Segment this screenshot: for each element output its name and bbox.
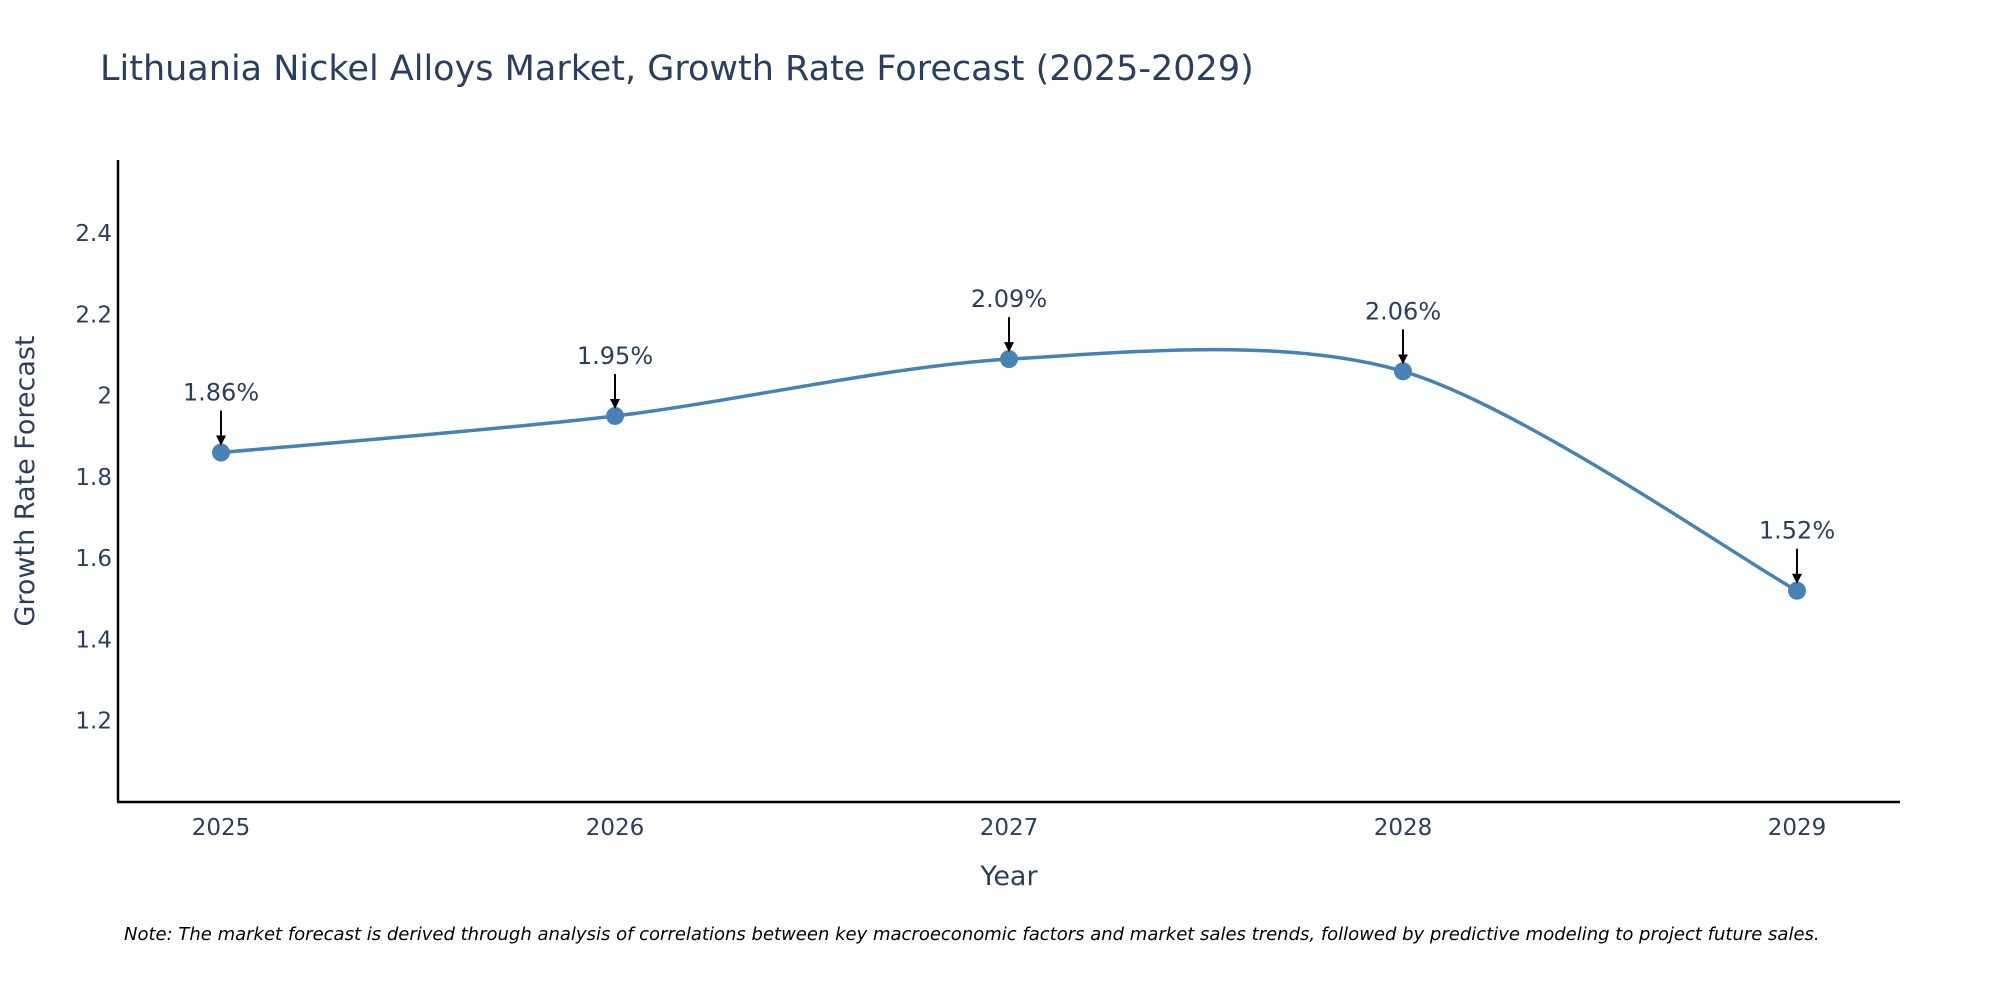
data-point [1000, 350, 1018, 369]
x-tick-label: 2027 [980, 815, 1039, 841]
x-tick-label: 2029 [1768, 815, 1827, 841]
forecast-note: Note: The market forecast is derived thr… [124, 924, 1820, 945]
y-tick-label: 2.2 [75, 302, 112, 328]
data-annotations: 1.86% 1.95% 2.09% 2.06% 1.52% [183, 285, 1835, 584]
y-tick-label: 1.8 [75, 465, 112, 491]
x-axis-title: Year [979, 861, 1038, 892]
y-tick-label: 2 [97, 384, 112, 410]
y-axis-title: Growth Rate Forecast [10, 335, 41, 626]
data-point [212, 443, 230, 462]
data-point-markers [212, 350, 1806, 600]
growth-rate-line [220, 347, 1798, 593]
data-label: 2.09% [971, 285, 1047, 313]
y-tick-label: 1.2 [75, 709, 112, 735]
data-label: 2.06% [1365, 297, 1441, 325]
data-point [606, 406, 624, 425]
y-tick-label: 1.6 [75, 546, 112, 572]
data-label: 1.95% [577, 342, 653, 370]
chart-title: Lithuania Nickel Alloys Market, Growth R… [100, 49, 1254, 89]
y-axis-ticks: 1.2 1.4 1.6 1.8 2 2.2 2.4 [75, 221, 112, 735]
data-label: 1.86% [183, 379, 259, 407]
data-label: 1.52% [1759, 517, 1835, 545]
data-point [1788, 581, 1806, 600]
data-point [1394, 362, 1412, 381]
x-tick-label: 2025 [192, 815, 251, 841]
x-tick-label: 2028 [1374, 815, 1433, 841]
y-tick-label: 2.4 [75, 221, 112, 247]
y-tick-label: 1.4 [75, 627, 112, 653]
x-tick-label: 2026 [586, 815, 645, 841]
x-axis-ticks: 2025 2026 2027 2028 2029 [192, 815, 1827, 841]
